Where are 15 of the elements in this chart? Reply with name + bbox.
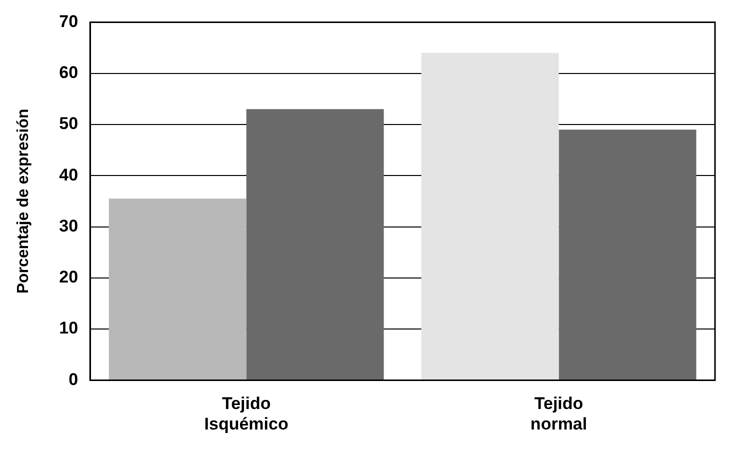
x-tick-label: Tejido Isquémico [204,394,288,434]
y-tick-label: 40 [59,165,78,184]
y-tick-label: 20 [59,268,78,287]
y-tick-label: 50 [59,114,78,134]
bar [108,198,246,380]
y-tick-label: 60 [59,63,78,82]
y-tick-label: 70 [59,12,78,31]
y-tick-label: 30 [59,216,78,236]
y-tick-label: 0 [68,370,78,389]
y-tick-label: 10 [59,318,78,338]
y-axis-title: Porcentaje de expresión [15,108,32,294]
bar [558,130,696,380]
bar [421,52,559,380]
x-tick-label: Tejido normal [530,394,588,434]
bar [246,109,384,380]
